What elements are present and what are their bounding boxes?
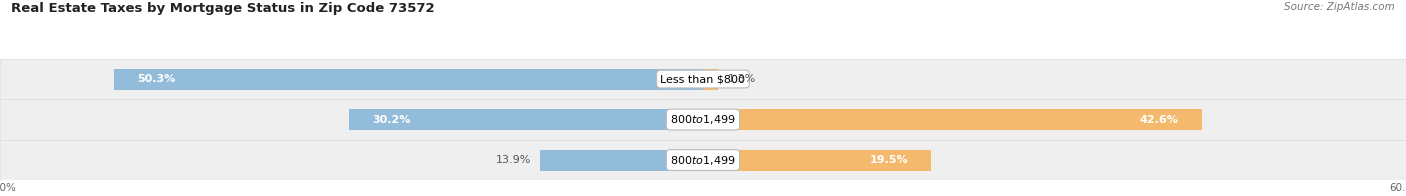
Bar — [114, 69, 703, 90]
Bar — [703, 150, 932, 171]
Text: 13.9%: 13.9% — [495, 155, 531, 165]
Text: $800 to $1,499: $800 to $1,499 — [671, 154, 735, 167]
Text: $800 to $1,499: $800 to $1,499 — [671, 113, 735, 126]
Text: 1.3%: 1.3% — [728, 74, 756, 84]
Bar — [540, 150, 703, 171]
Text: Real Estate Taxes by Mortgage Status in Zip Code 73572: Real Estate Taxes by Mortgage Status in … — [11, 2, 434, 15]
Bar — [703, 109, 1202, 130]
Bar — [0, 140, 1406, 180]
Text: 42.6%: 42.6% — [1140, 114, 1178, 125]
Text: Less than $800: Less than $800 — [661, 74, 745, 84]
Bar — [349, 109, 703, 130]
Text: 30.2%: 30.2% — [373, 114, 411, 125]
Bar — [0, 59, 1406, 99]
Bar — [0, 99, 1406, 140]
Bar — [703, 69, 718, 90]
Text: 50.3%: 50.3% — [138, 74, 176, 84]
Text: 19.5%: 19.5% — [869, 155, 908, 165]
Text: Source: ZipAtlas.com: Source: ZipAtlas.com — [1284, 2, 1395, 12]
